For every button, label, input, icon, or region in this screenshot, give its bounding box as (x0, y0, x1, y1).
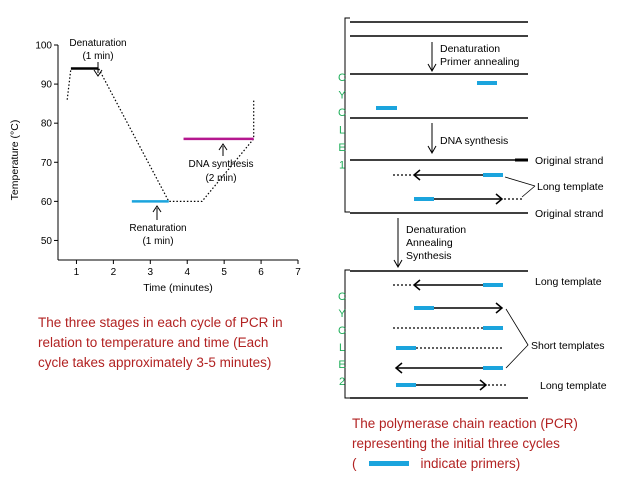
cycle-letter: 2 (339, 376, 345, 388)
label-pointer (521, 185, 536, 198)
x-axis-label: Time (minutes) (143, 282, 213, 294)
caption-line: relation to temperature and time (Each (38, 335, 269, 350)
y-tick-label: 100 (35, 41, 52, 52)
strand-arrowhead (412, 169, 421, 181)
temperature-curve (66, 67, 255, 203)
step-1-label: Denaturation (440, 43, 500, 55)
cycle-letter: L (339, 342, 345, 354)
y-tick-label: 70 (41, 158, 53, 169)
step-1-label: Primer annealing (440, 56, 520, 68)
pcr-cycle-diagram (344, 17, 536, 399)
strand-arrowhead (495, 302, 504, 314)
x-tick-label: 3 (148, 267, 154, 278)
synthesis-label: DNA synthesis (188, 159, 253, 170)
denaturation-arrowhead (93, 69, 103, 77)
cycle-1-bracket (344, 17, 350, 213)
step-3-label: Synthesis (406, 250, 452, 262)
strand-arrowhead (412, 279, 421, 291)
temperature-chart: 50 60 70 80 90 100 1 2 3 4 5 6 7 Temperature (°C) T… (9, 38, 301, 294)
legend-text: indicate primers) (420, 456, 521, 471)
caption-line: cycle takes approximately 3-5 minutes) (38, 355, 272, 370)
step-3-label: Annealing (406, 237, 453, 249)
synthesis-arrowhead (218, 143, 228, 151)
step-arrowhead (393, 259, 403, 269)
step-2-label: DNA synthesis (440, 135, 508, 147)
legend-open-paren: ( (352, 456, 357, 471)
x-tick-label: 7 (295, 267, 301, 278)
y-axis-label: Temperature (°C) (9, 120, 21, 201)
long-template-label: Long template (535, 276, 602, 288)
denaturation-label: Denaturation (69, 38, 126, 49)
right-caption: The polymerase chain reaction (PCR) repr… (352, 414, 632, 474)
y-tick-label: 90 (41, 80, 53, 91)
x-tick-label: 5 (221, 267, 227, 278)
caption-legend-line: ( indicate primers) (352, 454, 632, 474)
long-template-label: Long template (540, 380, 607, 392)
long-template-label: Long template (537, 181, 604, 193)
strand-arrowhead (495, 193, 504, 205)
x-tick-label: 1 (74, 267, 80, 278)
y-tick-label: 50 (41, 236, 53, 247)
x-tick-label: 4 (184, 267, 190, 278)
cycle-letter: E (338, 359, 345, 371)
strand-arrowhead (394, 362, 403, 374)
denaturation-duration: (1 min) (82, 51, 113, 62)
renaturation-arrowhead (152, 205, 162, 213)
step-labels: Denaturation Primer annealing DNA synthe… (406, 43, 520, 262)
cycle-letter: L (339, 125, 345, 137)
short-templates-brace (505, 308, 529, 369)
y-tick-label: 80 (41, 119, 53, 130)
step-arrowhead (427, 63, 437, 73)
cycle-letter: 1 (339, 160, 345, 172)
y-tick-label: 60 (41, 197, 53, 208)
cycle-letter: C (338, 325, 346, 337)
strand-arrowhead (479, 379, 488, 391)
y-axis-ticks: 50 60 70 80 90 100 (35, 41, 58, 247)
original-strand-label: Original strand (535, 208, 603, 220)
original-strand-label: Original strand (535, 155, 603, 167)
caption-line: The three stages in each cycle of PCR in (38, 315, 283, 330)
cycle-2-bracket (344, 269, 350, 399)
strand-labels: Original strand Long template Original s… (531, 155, 607, 392)
cycle-letter: E (338, 142, 345, 154)
cycle-letter: C (338, 291, 346, 303)
short-templates-label: Short templates (531, 340, 605, 352)
cycle-letter: C (338, 107, 346, 119)
x-tick-label: 2 (111, 267, 117, 278)
x-axis-ticks: 1 2 3 4 5 6 7 (74, 260, 301, 278)
label-pointer (504, 176, 536, 187)
caption-line: representing the initial three cycles (352, 436, 560, 451)
cycle-letter: Y (338, 308, 346, 320)
cycle-letter: C (338, 72, 346, 84)
caption-line: The polymerase chain reaction (PCR) (352, 416, 578, 431)
renaturation-label: Renaturation (129, 223, 186, 234)
x-tick-label: 6 (258, 267, 264, 278)
primer-legend-swatch (368, 460, 409, 466)
renaturation-duration: (1 min) (142, 236, 173, 247)
left-caption: The three stages in each cycle of PCR in… (38, 313, 308, 373)
step-3-label: Denaturation (406, 224, 466, 236)
synthesis-duration: (2 min) (205, 173, 236, 184)
cycle-letter: Y (338, 90, 346, 102)
step-arrowhead (427, 145, 437, 155)
